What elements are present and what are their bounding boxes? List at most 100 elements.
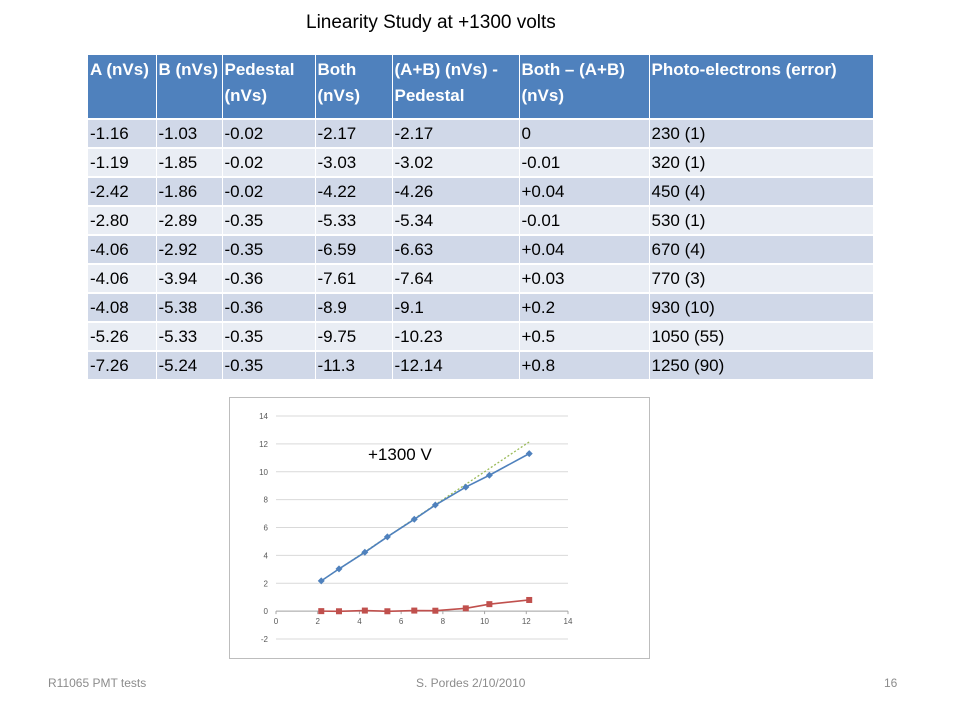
table-cell: +0.03: [519, 264, 650, 294]
table-cell: +0.04: [519, 235, 650, 265]
table-cell: -4.06: [88, 235, 157, 265]
x-tick-label: 6: [399, 617, 404, 626]
data-point: [384, 608, 391, 615]
table-cell: -0.02: [222, 148, 316, 178]
table-cell: -1.19: [88, 148, 157, 178]
page-number: 16: [884, 676, 898, 690]
table-cell: 770 (3): [649, 264, 874, 294]
data-point: [335, 608, 342, 615]
x-tick-label: 12: [522, 617, 531, 626]
table-cell: -2.17: [392, 119, 520, 149]
table-cell: -1.86: [156, 177, 223, 207]
table-row: -7.26 -5.24 -0.35 -11.3 -12.14 +0.8 1250 (90): [88, 351, 874, 381]
data-point: [361, 607, 368, 614]
column-header: Both – (A+B) (nVs): [519, 55, 650, 120]
column-header: A (nVs): [88, 55, 157, 120]
table-cell: -5.34: [392, 206, 520, 236]
table-cell: -0.35: [222, 351, 316, 381]
table-body: -1.16 -1.03 -0.02 -2.17 -2.17 0 230 (1) -1.19-…: [88, 119, 874, 381]
table-cell: -3.03: [315, 148, 393, 178]
y-tick-label: 14: [259, 412, 268, 421]
x-tick-label: 8: [441, 617, 446, 626]
y-tick-label: 10: [259, 468, 268, 477]
table-cell: 530 (1): [649, 206, 874, 236]
data-point: [317, 577, 325, 585]
column-header: B (nVs): [156, 55, 223, 120]
table-cell: -5.26: [88, 322, 157, 352]
linearity-chart: -2 0 2 4 6 8 10 12 14 0 2 4 6 8 10 12 14 +1300 V: [229, 397, 650, 659]
table-cell: -0.02: [222, 119, 316, 149]
table-cell: -1.03: [156, 119, 223, 149]
table-cell: -0.35: [222, 235, 316, 265]
table-cell: -0.35: [222, 206, 316, 236]
table-cell: -0.01: [519, 206, 650, 236]
data-point: [410, 515, 418, 523]
table-cell: -0.01: [519, 148, 650, 178]
y-tick-label: 0: [264, 607, 269, 616]
data-point: [383, 533, 391, 541]
data-point: [526, 596, 533, 603]
table-cell: -4.26: [392, 177, 520, 207]
table-cell: 930 (10): [649, 293, 874, 323]
table-row: -1.16 -1.03 -0.02 -2.17 -2.17 0 230 (1): [88, 119, 874, 149]
table-cell: -5.38: [156, 293, 223, 323]
data-point: [431, 501, 439, 509]
table-cell: -0.35: [222, 322, 316, 352]
table-cell: 450 (4): [649, 177, 874, 207]
table-cell: -4.08: [88, 293, 157, 323]
table-cell: 670 (4): [649, 235, 874, 265]
table-cell: +0.5: [519, 322, 650, 352]
table-cell: 1250 (90): [649, 351, 874, 381]
x-tick-label: 2: [315, 617, 320, 626]
table-cell: -2.42: [88, 177, 157, 207]
table-cell: -5.33: [315, 206, 393, 236]
table-cell: -7.26: [88, 351, 157, 381]
table-header-row: A (nVs) B (nVs) Pedestal (nVs) Both (nVs…: [88, 55, 874, 120]
x-tick-label: 10: [480, 617, 489, 626]
table-cell: -2.17: [315, 119, 393, 149]
table-cell: -2.89: [156, 206, 223, 236]
table-cell: +0.2: [519, 293, 650, 323]
footer-center: S. Pordes 2/10/2010: [416, 676, 526, 690]
table-cell: 230 (1): [649, 119, 874, 149]
data-point: [411, 607, 418, 614]
table-cell: -0.36: [222, 264, 316, 294]
data-point: [462, 605, 469, 612]
table-cell: -5.24: [156, 351, 223, 381]
table-row: -1.19 -1.85 -0.02 -3.03 -3.02 -0.01 320 (1): [88, 148, 874, 178]
footer-left: R11065 PMT tests: [48, 676, 147, 690]
column-header: Pedestal (nVs): [222, 55, 316, 120]
data-point: [525, 450, 533, 458]
series-line: [321, 599, 530, 613]
table-cell: -7.64: [392, 264, 520, 294]
y-tick-label: 6: [264, 524, 269, 533]
table-cell: -12.14: [392, 351, 520, 381]
table-cell: -4.22: [315, 177, 393, 207]
table-cell: -9.1: [392, 293, 520, 323]
linearity-table: A (nVs) B (nVs) Pedestal (nVs) Both (nVs…: [88, 55, 874, 381]
column-header: (A+B) (nVs) - Pedestal: [392, 55, 520, 120]
table-row: -5.26 -5.33 -0.35 -9.75 -10.23 +0.5 1050 (55): [88, 322, 874, 352]
data-point: [335, 565, 343, 573]
table-row: -4.06 -3.94 -0.36 -7.61 -7.64 +0.03 770 (3): [88, 264, 874, 294]
column-header: Both (nVs): [315, 55, 393, 120]
chart-annotation: +1300 V: [368, 445, 432, 464]
table-row: -4.06 -2.92 -0.35 -6.59 -6.63 +0.04 670 (4): [88, 235, 874, 265]
table-cell: -10.23: [392, 322, 520, 352]
data-point: [432, 607, 439, 614]
table-cell: -1.16: [88, 119, 157, 149]
data-point: [318, 608, 325, 615]
table-cell: -3.02: [392, 148, 520, 178]
table-row: -4.08 -5.38 -0.36 -8.9 -9.1 +0.2 930 (10): [88, 293, 874, 323]
table-row: -2.42 -1.86 -0.02 -4.22 -4.26 +0.04 450 (4): [88, 177, 874, 207]
table-cell: -9.75: [315, 322, 393, 352]
y-tick-label: 12: [259, 440, 268, 449]
table-cell: 1050 (55): [649, 322, 874, 352]
table-cell: -11.3: [315, 351, 393, 381]
column-header: Photo-electrons (error): [649, 55, 874, 120]
slide-title: Linearity Study at +1300 volts: [306, 12, 556, 33]
x-tick-label: 4: [357, 617, 362, 626]
table-cell: -6.59: [315, 235, 393, 265]
table-cell: +0.8: [519, 351, 650, 381]
data-point: [462, 483, 470, 491]
